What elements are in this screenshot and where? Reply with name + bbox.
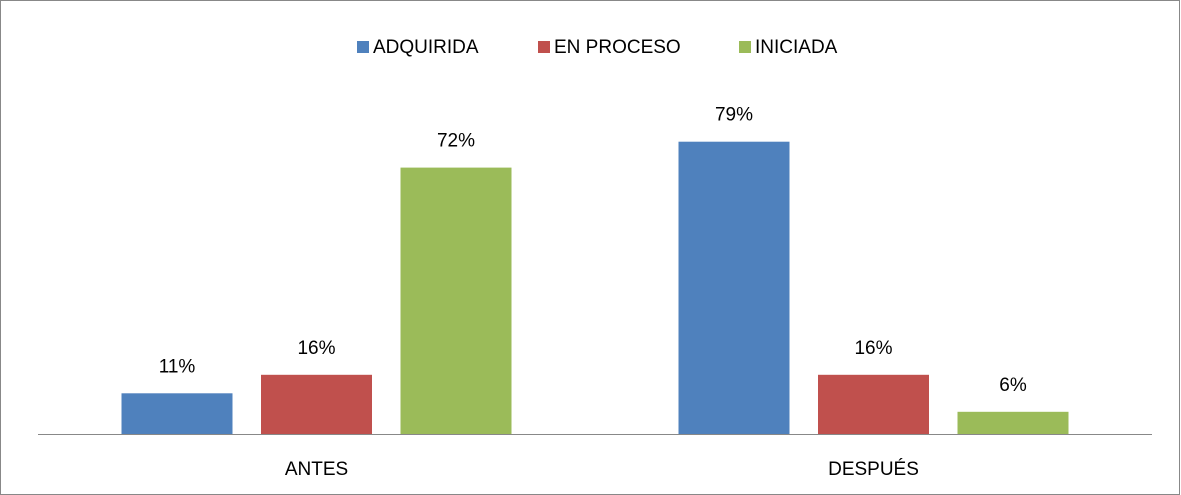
legend-swatch	[357, 41, 369, 53]
legend-swatch	[538, 41, 550, 53]
bar	[957, 411, 1069, 434]
legend-label: INICIADA	[755, 37, 838, 58]
bar	[261, 374, 372, 434]
data-label: 79%	[715, 105, 753, 126]
legend-label: ADQUIRIDA	[373, 37, 479, 58]
data-label: 6%	[999, 375, 1027, 396]
data-label: 16%	[854, 338, 892, 359]
x-tick-label: DESPUÉS	[828, 459, 919, 480]
bar	[121, 393, 233, 434]
data-label: 72%	[437, 131, 475, 152]
x-tick-label: ANTES	[285, 459, 348, 480]
legend-label: EN PROCESO	[554, 37, 681, 58]
bar	[818, 374, 929, 434]
data-label: 11%	[159, 356, 196, 377]
bar	[400, 167, 512, 434]
data-label: 16%	[297, 338, 335, 359]
legend-swatch	[739, 41, 751, 53]
bar	[678, 141, 790, 434]
